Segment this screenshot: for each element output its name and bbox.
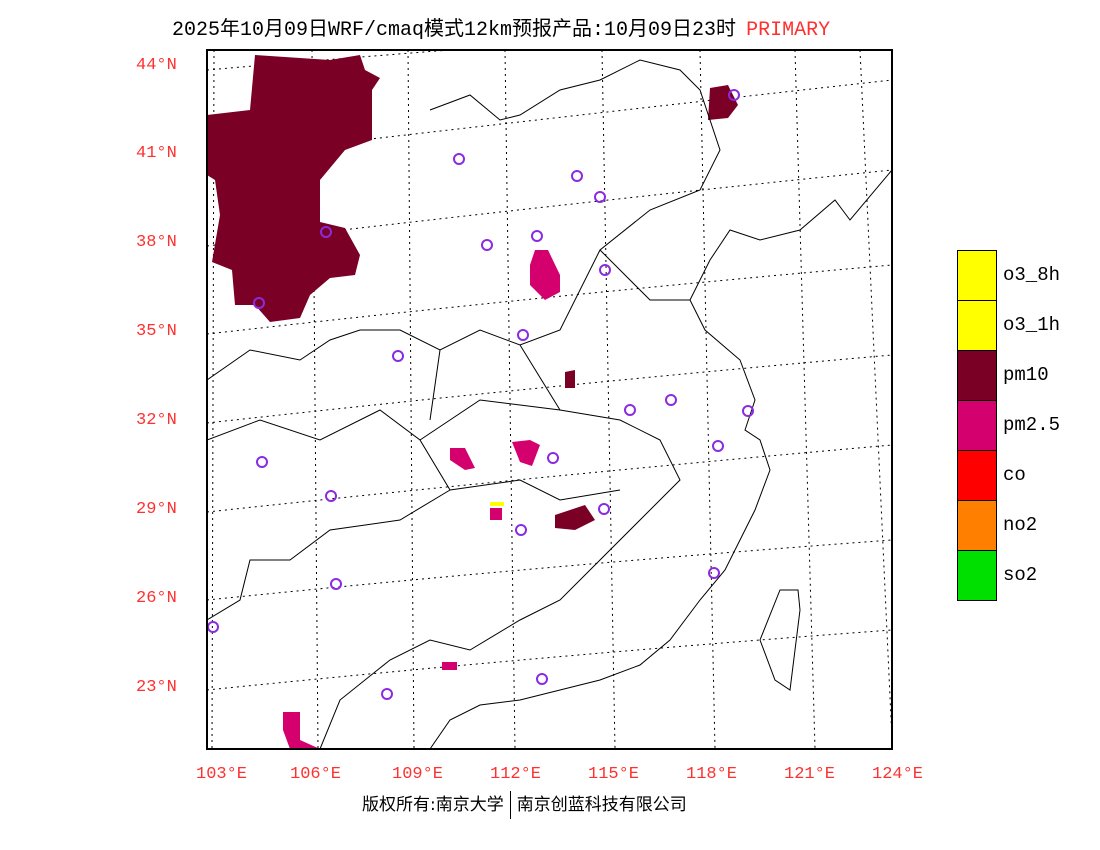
city-markers	[207, 89, 754, 700]
legend-swatch	[957, 500, 997, 551]
lat-label: 32°N	[136, 411, 177, 430]
o3-patch	[490, 502, 504, 506]
lon-label: 115°E	[588, 765, 640, 784]
pm25-regions	[283, 250, 560, 749]
legend-swatch	[957, 250, 997, 301]
copyright-right: 南京创蓝科技有限公司	[516, 795, 687, 815]
pm10-region	[555, 505, 595, 530]
copyright-left: 版权所有:南京大学	[362, 795, 504, 815]
legend-label: pm2.5	[1003, 414, 1061, 436]
lat-label: 41°N	[136, 144, 177, 163]
lon-label: 112°E	[490, 765, 542, 784]
legend-swatch	[957, 400, 997, 451]
divider	[509, 791, 511, 819]
legend-label: pm10	[1003, 364, 1049, 386]
lat-label: 35°N	[136, 322, 177, 341]
pm10-region	[207, 55, 380, 322]
lat-label: 26°N	[136, 589, 177, 608]
lon-label: 109°E	[392, 765, 444, 784]
map-title: 2025年10月09日WRF/cmaq模式12km预报产品:10月09日23时 P…	[172, 12, 830, 42]
lat-label: 23°N	[136, 678, 177, 697]
legend-swatch	[957, 550, 997, 601]
lon-label: 121°E	[784, 765, 836, 784]
legend-swatch	[957, 300, 997, 351]
lat-label: 38°N	[136, 233, 177, 252]
lon-label: 118°E	[686, 765, 738, 784]
legend-label: o3_1h	[1003, 314, 1061, 336]
legend-label: o3_8h	[1003, 264, 1061, 286]
copyright-footer: 版权所有:南京大学 南京创蓝科技有限公司	[362, 790, 687, 819]
legend-swatch	[957, 450, 997, 501]
boundaries	[207, 59, 892, 749]
map-frame	[206, 49, 893, 750]
legend-label: co	[1003, 464, 1026, 486]
legend-label: no2	[1003, 514, 1038, 536]
lon-label: 103°E	[196, 765, 248, 784]
lat-label: 29°N	[136, 500, 177, 519]
lon-label: 124°E	[872, 765, 924, 784]
lat-label: 44°N	[136, 56, 177, 75]
legend-swatch	[957, 350, 997, 401]
pm10-region	[708, 85, 738, 120]
title-text: 2025年10月09日WRF/cmaq模式12km预报产品:10月09日23时	[172, 19, 737, 42]
lon-label: 106°E	[290, 765, 342, 784]
pm10-region	[565, 370, 575, 388]
legend-label: so2	[1003, 564, 1038, 586]
title-product: PRIMARY	[746, 19, 831, 42]
